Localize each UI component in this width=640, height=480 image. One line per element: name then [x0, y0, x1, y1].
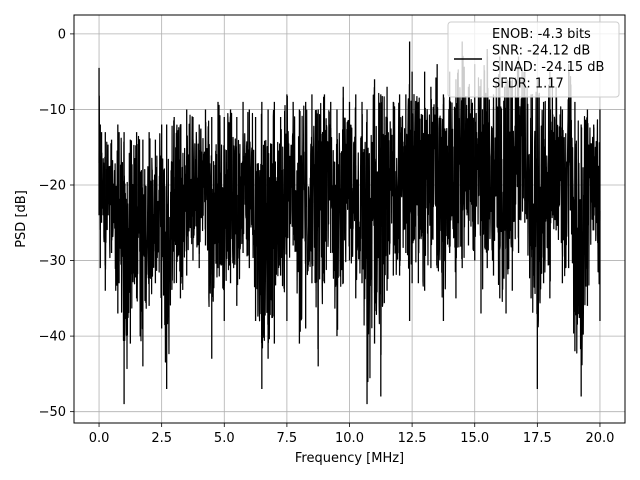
x-tick-label: 7.5: [277, 431, 298, 446]
y-tick-label: −50: [39, 405, 66, 420]
x-tick-label: 10.0: [335, 431, 364, 446]
legend-entry: SFDR: 1.17: [492, 77, 564, 92]
x-tick-label: 0.0: [89, 431, 110, 446]
x-tick-label: 12.5: [398, 431, 427, 446]
y-tick-label: −30: [39, 254, 66, 269]
x-tick-label: 15.0: [460, 431, 489, 446]
y-tick-label: 0: [58, 27, 66, 42]
legend-box: [447, 21, 620, 98]
y-tick-label: −10: [39, 103, 66, 118]
x-axis-ticks: 0.0 2.5 5.0 7.5 10.0 12.5 15.0 17.5 20.0: [89, 423, 614, 446]
y-axis-ticks: 0 −10 −20 −30 −40 −50: [39, 27, 74, 420]
y-tick-label: −20: [39, 179, 66, 194]
x-axis-title: Frequency [MHz]: [295, 451, 404, 466]
y-tick-label: −40: [39, 330, 66, 345]
y-axis-title: PSD [dB]: [14, 190, 29, 248]
x-tick-label: 5.0: [214, 431, 235, 446]
legend-entry: SINAD: -24.15 dB: [492, 60, 604, 75]
legend-entry: ENOB: -4.3 bits: [492, 27, 591, 42]
x-tick-label: 2.5: [151, 431, 172, 446]
x-tick-label: 20.0: [585, 431, 614, 446]
psd-trace: [98, 41, 601, 405]
legend-entry: SNR: -24.12 dB: [492, 44, 590, 59]
x-tick-label: 17.5: [523, 431, 552, 446]
